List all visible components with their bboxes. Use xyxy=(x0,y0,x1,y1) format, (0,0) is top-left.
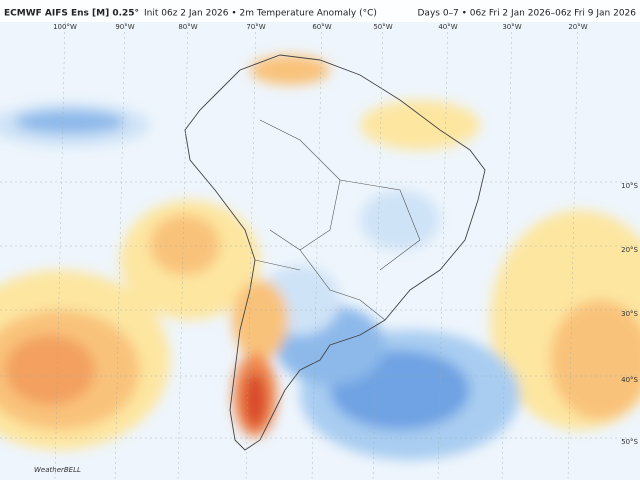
lon-label: 30°W xyxy=(502,23,521,31)
meridian xyxy=(372,21,384,480)
meridian xyxy=(311,21,323,480)
meridian xyxy=(114,21,126,480)
meridian xyxy=(245,21,257,480)
lat-label: 20°S xyxy=(621,246,638,254)
subtitle: Init 06z 2 Jan 2026 • 2m Temperature Ano… xyxy=(144,9,377,19)
lat-label: 30°S xyxy=(621,310,638,318)
lon-label: 100°W xyxy=(53,23,77,31)
meridian xyxy=(501,21,513,480)
lon-label: 90°W xyxy=(115,23,134,31)
meridian xyxy=(567,21,579,480)
meridian xyxy=(437,21,449,480)
valid-time: Days 0–7 • 06z Fri 2 Jan 2026–06z Fri 9 … xyxy=(418,9,637,19)
logo: WeatherBELL xyxy=(34,466,81,474)
lat-label: 40°S xyxy=(621,376,638,384)
lon-label: 20°W xyxy=(568,23,587,31)
meridian xyxy=(177,21,189,480)
meridian xyxy=(54,21,66,480)
lon-label: 80°W xyxy=(178,23,197,31)
lon-label: 60°W xyxy=(312,23,331,31)
lat-label: 10°S xyxy=(621,182,638,190)
header-bar xyxy=(0,0,640,22)
lon-label: 50°W xyxy=(373,23,392,31)
anomaly-field xyxy=(0,55,640,460)
borders xyxy=(254,119,421,321)
lon-label: 40°W xyxy=(438,23,457,31)
lon-label: 70°W xyxy=(246,23,265,31)
coastline xyxy=(184,54,486,451)
lat-label: 50°S xyxy=(621,438,638,446)
title: ECMWF AIFS Ens [M] 0.25° xyxy=(4,9,139,19)
